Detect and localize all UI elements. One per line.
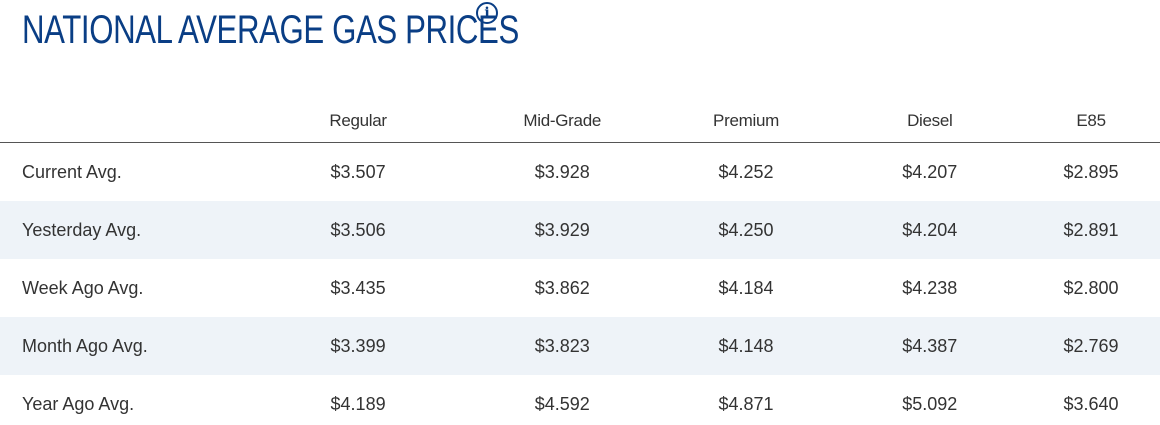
price-cell-regular: $4.189 bbox=[330, 393, 386, 414]
price-cell-premium: $4.250 bbox=[654, 201, 838, 259]
price-cell-diesel: $4.204 bbox=[837, 201, 1023, 259]
header-diesel: Diesel bbox=[837, 100, 1023, 143]
price-cell-diesel: $4.238 bbox=[902, 277, 958, 298]
price-cell-diesel: $5.092 bbox=[902, 393, 958, 414]
price-cell-e85: $2.895 bbox=[1063, 161, 1119, 182]
header-mid-grade: Mid-Grade bbox=[469, 100, 655, 143]
header-regular: Regular bbox=[246, 100, 470, 143]
table-body: Current Avg. $3.507 $3.928 $4.252 $4.207… bbox=[0, 143, 1160, 425]
header-premium: Premium bbox=[654, 100, 838, 143]
price-cell-e85: $3.640 bbox=[1063, 393, 1119, 414]
price-cell-mid-grade: $3.928 bbox=[534, 161, 590, 182]
price-cell-premium: $4.148 bbox=[654, 317, 838, 375]
price-cell-diesel: $4.207 bbox=[902, 161, 958, 182]
table-row-current: Current Avg. $3.507 $3.928 $4.252 $4.207… bbox=[0, 143, 1160, 202]
table-row-month-ago: Month Ago Avg. $3.399 $3.823 $4.148 $4.3… bbox=[0, 317, 1160, 375]
table-header: Regular Mid-Grade Premium Diesel E85 bbox=[0, 100, 1160, 143]
price-cell-mid-grade: $3.929 bbox=[469, 201, 655, 259]
price-cell-mid-grade: $3.823 bbox=[469, 317, 655, 375]
price-cell-premium: $4.871 bbox=[718, 393, 774, 414]
header-empty-cell bbox=[0, 100, 247, 143]
table-row-yesterday: Yesterday Avg. $3.506 $3.929 $4.250 $4.2… bbox=[0, 201, 1160, 259]
row-label: Month Ago Avg. bbox=[0, 317, 247, 375]
row-label: Week Ago Avg. bbox=[22, 277, 144, 298]
row-label: Year Ago Avg. bbox=[22, 393, 135, 414]
page-title: NATIONAL AVERAGE GAS PRICES bbox=[22, 8, 519, 52]
price-cell-regular: $3.507 bbox=[330, 161, 386, 182]
table-row-year-ago: Year Ago Avg. $4.189 $4.592 $4.871 $5.09… bbox=[0, 375, 1160, 425]
title-block: NATIONAL AVERAGE GAS PRICES bbox=[22, 4, 622, 56]
price-cell-e85: $2.891 bbox=[1022, 201, 1160, 259]
price-cell-premium: $4.184 bbox=[718, 277, 774, 298]
header-row: Regular Mid-Grade Premium Diesel E85 bbox=[0, 100, 1160, 143]
price-cell-mid-grade: $3.862 bbox=[534, 277, 590, 298]
price-cell-e85: $2.769 bbox=[1022, 317, 1160, 375]
info-icon[interactable]: i bbox=[476, 2, 498, 24]
price-cell-e85: $2.800 bbox=[1063, 277, 1119, 298]
price-cell-regular: $3.399 bbox=[246, 317, 470, 375]
row-label: Yesterday Avg. bbox=[0, 201, 247, 259]
price-cell-premium: $4.252 bbox=[718, 161, 774, 182]
price-cell-regular: $3.435 bbox=[330, 277, 386, 298]
row-label: Current Avg. bbox=[22, 161, 122, 182]
gas-prices-table: Regular Mid-Grade Premium Diesel E85 Cur… bbox=[0, 100, 1160, 425]
header-e85: E85 bbox=[1022, 100, 1160, 143]
price-cell-mid-grade: $4.592 bbox=[534, 393, 590, 414]
price-cell-diesel: $4.387 bbox=[837, 317, 1023, 375]
price-cell-regular: $3.506 bbox=[246, 201, 470, 259]
table-row-week-ago: Week Ago Avg. $3.435 $3.862 $4.184 $4.23… bbox=[0, 259, 1160, 317]
